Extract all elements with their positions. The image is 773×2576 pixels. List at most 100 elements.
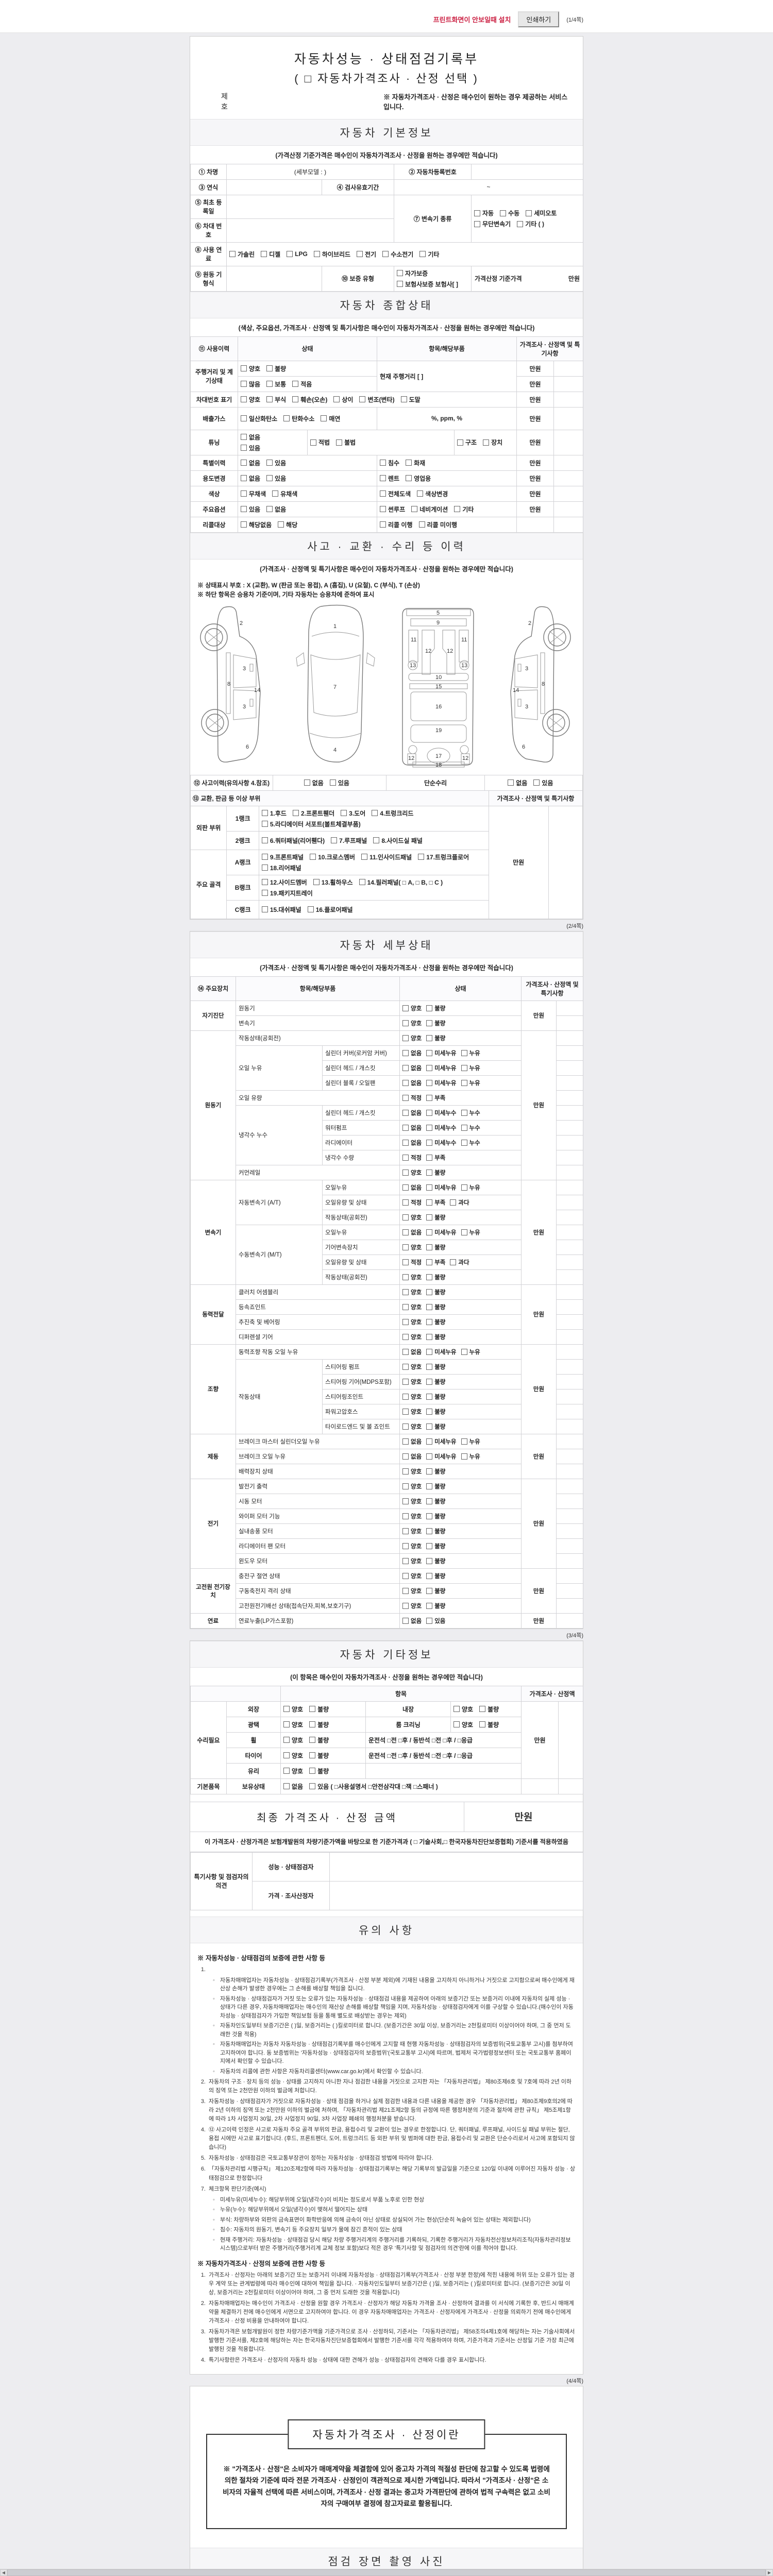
detail-note[interactable] [556, 1344, 584, 1360]
checkbox[interactable] [461, 1079, 467, 1086]
checkbox[interactable] [426, 1049, 433, 1056]
checkbox[interactable] [426, 1572, 433, 1579]
detail-note[interactable] [556, 1374, 584, 1389]
checkbox[interactable] [283, 415, 290, 421]
scrollbar-thumb[interactable] [7, 2569, 766, 2576]
checkbox[interactable] [402, 1199, 409, 1206]
checkbox[interactable] [309, 1706, 316, 1712]
checkbox[interactable] [402, 1468, 409, 1475]
checkbox[interactable] [406, 460, 412, 466]
comp-tuning-note[interactable] [553, 429, 584, 455]
checkbox[interactable] [402, 1378, 409, 1385]
checkbox[interactable] [241, 506, 247, 512]
misc-note[interactable] [558, 1701, 584, 1779]
detail-note[interactable] [556, 1164, 584, 1180]
checkbox[interactable] [461, 1348, 467, 1355]
checkbox[interactable] [261, 865, 268, 871]
checkbox[interactable] [402, 1184, 409, 1191]
checkbox[interactable] [461, 1109, 467, 1116]
print-button[interactable]: 인쇄하기 [518, 11, 560, 27]
checkbox[interactable] [426, 1557, 433, 1564]
checkbox[interactable] [402, 1274, 409, 1280]
checkbox[interactable] [419, 251, 426, 257]
checkbox[interactable] [402, 1602, 409, 1609]
checkbox[interactable] [426, 1184, 433, 1191]
checkbox[interactable] [336, 439, 343, 446]
checkbox[interactable] [331, 837, 338, 843]
checkbox[interactable] [359, 396, 366, 402]
checkbox[interactable] [406, 475, 412, 481]
checkbox[interactable] [321, 415, 327, 421]
comp-mileage-note2[interactable] [553, 376, 584, 392]
checkbox[interactable] [454, 506, 461, 512]
field-engine-type-value[interactable] [226, 265, 322, 292]
checkbox[interactable] [426, 1617, 433, 1624]
checkbox[interactable] [402, 1438, 409, 1445]
checkbox[interactable] [402, 1423, 409, 1430]
scroll-left-icon[interactable]: ◀ [0, 2569, 7, 2576]
checkbox[interactable] [266, 396, 273, 402]
checkbox[interactable] [426, 1244, 433, 1250]
checkbox[interactable] [380, 475, 386, 481]
checkbox[interactable] [417, 490, 424, 497]
checkbox[interactable] [309, 1721, 316, 1727]
checkbox[interactable] [411, 506, 418, 512]
checkbox[interactable] [402, 1005, 409, 1011]
checkbox[interactable] [402, 1543, 409, 1549]
checkbox[interactable] [426, 1064, 433, 1071]
checkbox[interactable] [261, 890, 268, 896]
checkbox[interactable] [426, 1468, 433, 1475]
checkbox[interactable] [402, 1079, 409, 1086]
detail-note[interactable] [556, 1463, 584, 1479]
checkbox[interactable] [261, 854, 268, 860]
checkbox[interactable] [272, 490, 279, 497]
checkbox[interactable] [426, 1453, 433, 1460]
checkbox[interactable] [359, 879, 365, 885]
checkbox[interactable] [402, 1393, 409, 1400]
checkbox[interactable] [380, 506, 386, 512]
checkbox[interactable] [229, 251, 236, 257]
checkbox[interactable] [426, 1378, 433, 1385]
checkbox[interactable] [426, 1483, 433, 1489]
detail-note[interactable] [556, 1508, 584, 1524]
checkbox[interactable] [397, 281, 403, 287]
detail-note[interactable] [556, 1403, 584, 1419]
checkbox[interactable] [261, 251, 267, 257]
checkbox[interactable] [402, 1528, 409, 1534]
checkbox[interactable] [241, 381, 247, 387]
checkbox[interactable] [453, 1721, 460, 1727]
checkbox[interactable] [304, 779, 310, 786]
checkbox[interactable] [426, 1513, 433, 1519]
checkbox[interactable] [241, 396, 247, 402]
checkbox[interactable] [426, 1214, 433, 1221]
scroll-right-icon[interactable]: ▶ [766, 2569, 773, 2576]
checkbox[interactable] [402, 1064, 409, 1071]
field-car-name-value[interactable]: (세부모델 : ) [226, 163, 394, 180]
checkbox[interactable] [402, 1587, 409, 1594]
checkbox[interactable] [426, 1169, 433, 1176]
horizontal-scrollbar[interactable]: ◀ ▶ [0, 2569, 773, 2576]
detail-note[interactable] [556, 1478, 584, 1494]
checkbox[interactable] [457, 439, 463, 446]
checkbox[interactable] [500, 210, 507, 216]
comp-emission-note[interactable] [553, 406, 584, 430]
checkbox[interactable] [287, 251, 293, 257]
checkbox[interactable] [402, 1154, 409, 1161]
detail-note[interactable] [556, 1568, 584, 1584]
detail-note[interactable] [556, 1553, 584, 1569]
detail-note[interactable] [556, 1134, 584, 1150]
checkbox[interactable] [402, 1617, 409, 1624]
detail-note[interactable] [556, 1179, 584, 1195]
checkbox[interactable] [426, 1303, 433, 1310]
checkbox[interactable] [266, 506, 273, 512]
detail-note[interactable] [556, 1448, 584, 1464]
checkbox[interactable] [261, 906, 268, 912]
checkbox[interactable] [241, 445, 247, 451]
checkbox[interactable] [283, 1721, 290, 1727]
checkbox[interactable] [309, 1737, 316, 1743]
checkbox[interactable] [261, 837, 268, 843]
checkbox[interactable] [292, 381, 299, 387]
checkbox[interactable] [402, 1020, 409, 1026]
checkbox[interactable] [266, 365, 273, 371]
detail-note[interactable] [556, 1030, 584, 1046]
